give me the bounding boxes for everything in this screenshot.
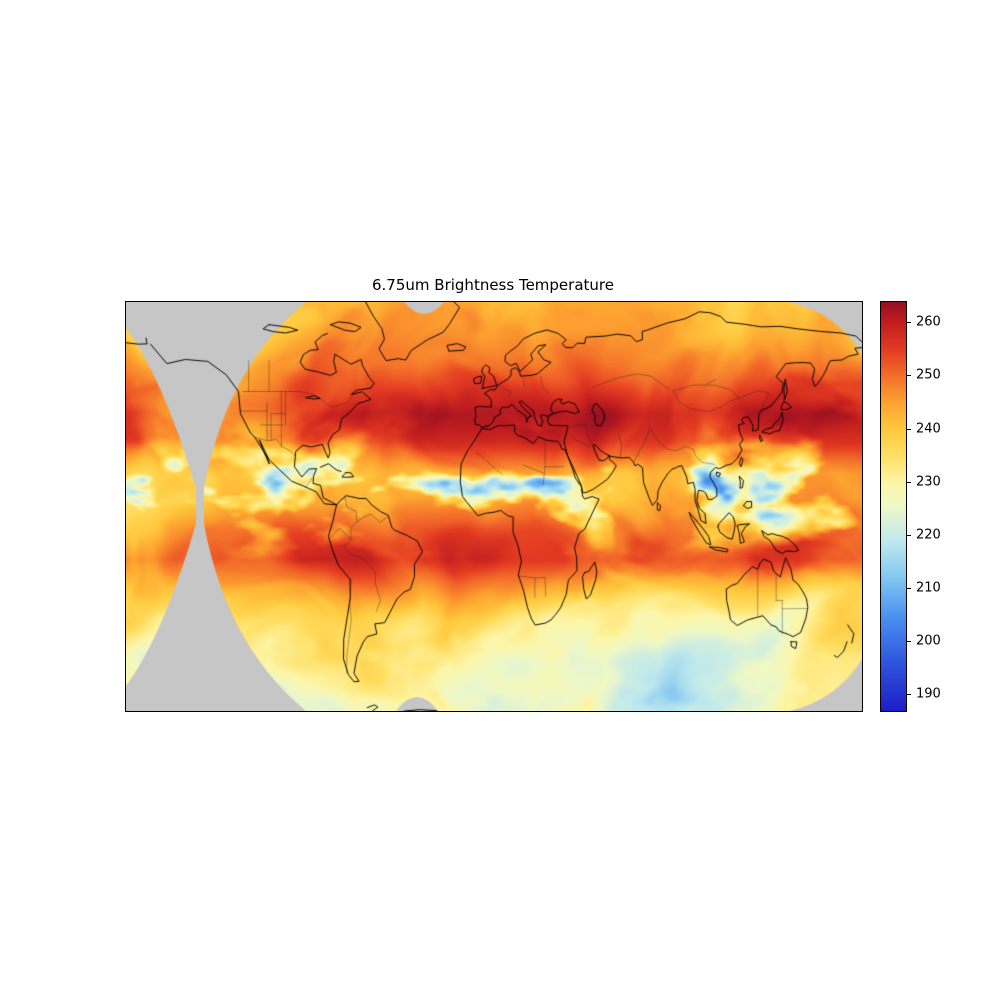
colorbar-tick-mark [907, 640, 911, 642]
map-panel [125, 301, 863, 712]
colorbar-tick-label: 220 [916, 527, 941, 543]
colorbar-tick-mark [907, 428, 911, 430]
colorbar: 260 250 240 230 220 210 200 190 [880, 301, 950, 712]
colorbar-gradient [881, 302, 906, 711]
colorbar-tick-mark [907, 375, 911, 377]
colorbar-tick-label: 230 [916, 474, 941, 490]
colorbar-tick-label: 240 [916, 421, 941, 436]
colorbar-tick-label: 190 [916, 686, 941, 702]
colorbar-ticks: 260 250 240 230 220 210 200 190 [880, 301, 950, 710]
colorbar-tick-mark [907, 534, 911, 536]
colorbar-tick-label: 250 [916, 367, 941, 383]
map-canvas [126, 302, 862, 711]
colorbar-tick-mark [907, 694, 911, 696]
colorbar-tick-label: 200 [916, 633, 941, 649]
colorbar-tick-mark [907, 322, 911, 324]
colorbar-tick-mark [907, 481, 911, 483]
colorbar-tick-label: 210 [916, 580, 941, 596]
colorbar-tick-mark [907, 587, 911, 589]
colorbar-gradient-frame [880, 301, 907, 712]
chart-title: 6.75um Brightness Temperature [372, 276, 614, 294]
colorbar-tick-label: 260 [916, 314, 941, 330]
